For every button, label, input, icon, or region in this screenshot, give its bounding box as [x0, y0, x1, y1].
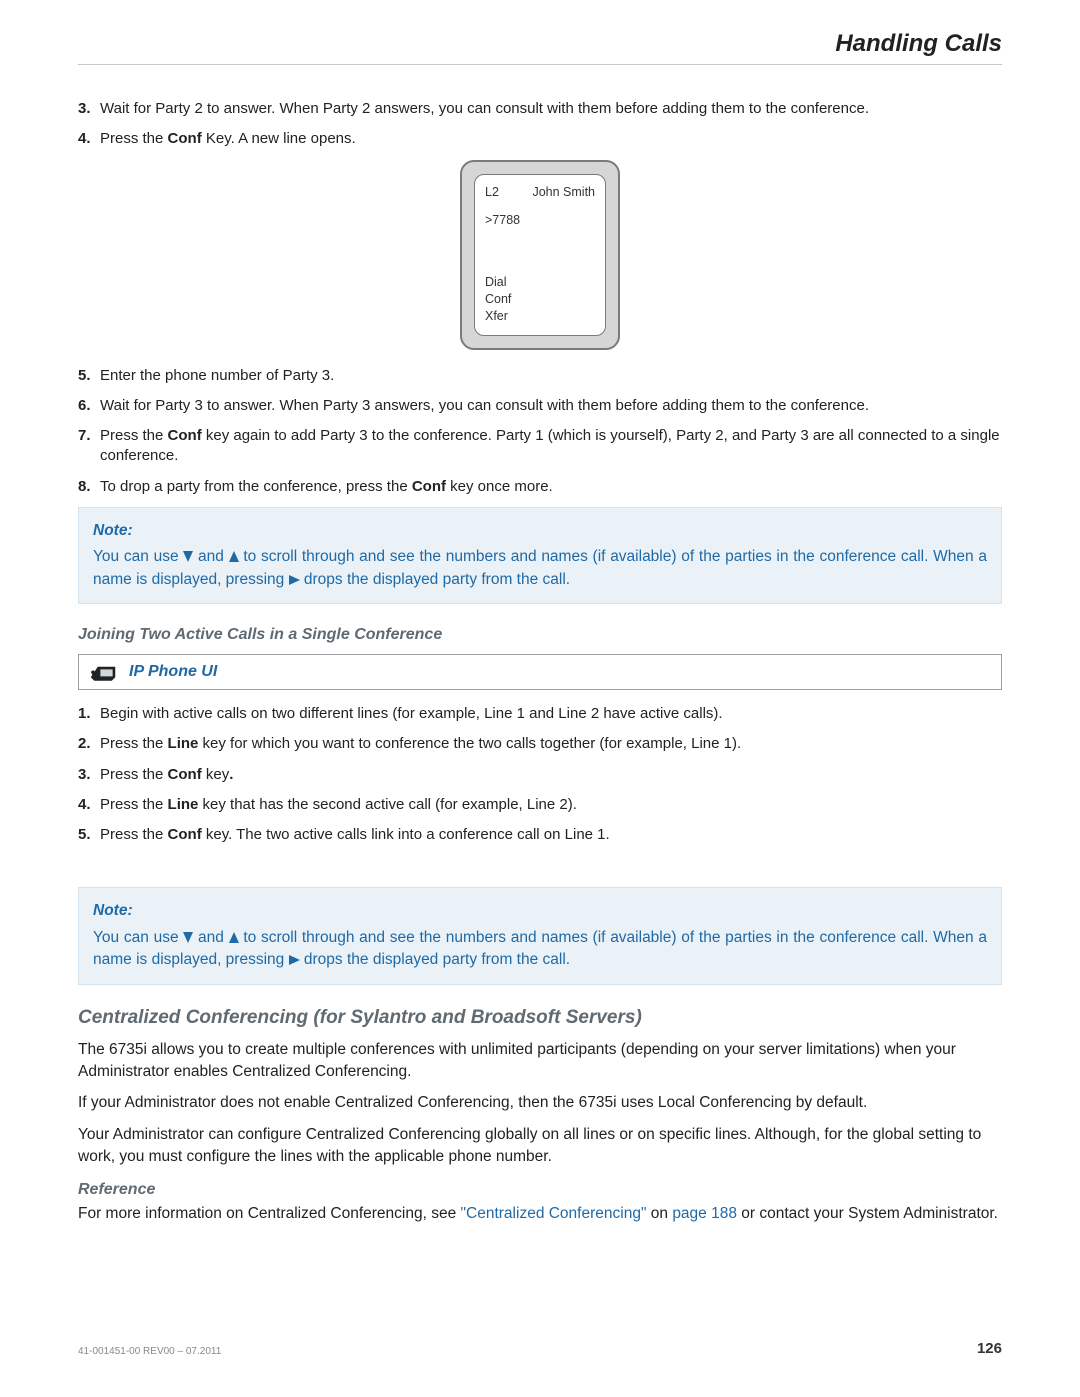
- step-c5: Press the Conf key. The two active calls…: [78, 825, 1002, 845]
- steps-list-c: Begin with active calls on two different…: [78, 704, 1002, 845]
- ref-text-mid: on: [646, 1205, 672, 1222]
- step-text: Enter the phone number of Party 3.: [100, 367, 334, 384]
- ref-text-b: or contact your System Administrator.: [737, 1205, 998, 1222]
- ip-phone-ui-label: IP Phone UI: [129, 663, 217, 681]
- central-para-3: Your Administrator can configure Central…: [78, 1124, 1002, 1167]
- page-footer: 41-001451-00 REV00 – 07.2011 126: [78, 1340, 1002, 1357]
- step-text: Press the Line key that has the second a…: [100, 796, 577, 813]
- reference-paragraph: For more information on Centralized Conf…: [78, 1203, 1002, 1225]
- step-text: Press the Conf key. The two active calls…: [100, 826, 610, 843]
- step-6: Wait for Party 3 to answer. When Party 3…: [78, 396, 1002, 416]
- heading-centralized-conf: Centralized Conferencing (for Sylantro a…: [78, 1007, 1002, 1029]
- down-arrow-icon: [183, 932, 193, 943]
- note-box-2: Note: You can use and to scroll through …: [78, 887, 1002, 984]
- step-4: Press the Conf Key. A new line opens.: [78, 129, 1002, 149]
- step-text: Begin with active calls on two different…: [100, 705, 723, 722]
- step-c1: Begin with active calls on two different…: [78, 704, 1002, 724]
- step-text: Wait for Party 2 to answer. When Party 2…: [100, 100, 869, 117]
- step-c2: Press the Line key for which you want to…: [78, 734, 1002, 754]
- right-arrow-icon: [289, 575, 300, 585]
- steps-list-a: Wait for Party 2 to answer. When Party 2…: [78, 99, 1002, 150]
- step-5: Enter the phone number of Party 3.: [78, 366, 1002, 386]
- central-para-2: If your Administrator does not enable Ce…: [78, 1092, 1002, 1114]
- up-arrow-icon: [229, 932, 239, 943]
- note-body: You can use and to scroll through and se…: [93, 927, 987, 972]
- phone-body: L2 John Smith >7788 Dial Conf Xfer: [460, 160, 620, 350]
- ip-phone-ui-box: IP Phone UI: [78, 654, 1002, 690]
- note-text-b: and: [193, 929, 228, 946]
- reference-heading: Reference: [78, 1181, 1002, 1199]
- step-c3: Press the Conf key.: [78, 765, 1002, 785]
- up-arrow-icon: [229, 551, 239, 562]
- link-centralized-conf[interactable]: "Centralized Conferencing": [461, 1205, 647, 1222]
- phone-screen: L2 John Smith >7788 Dial Conf Xfer: [474, 174, 606, 336]
- right-arrow-icon: [289, 955, 300, 965]
- page-number: 126: [977, 1340, 1002, 1357]
- screen-dialed: >7788: [485, 213, 520, 227]
- step-text: To drop a party from the conference, pre…: [100, 478, 553, 495]
- note-title: Note:: [93, 520, 987, 542]
- note-text-d: drops the displayed party from the call.: [300, 571, 571, 588]
- ip-phone-icon: [89, 661, 117, 683]
- note-box-1: Note: You can use and to scroll through …: [78, 507, 1002, 604]
- down-arrow-icon: [183, 551, 193, 562]
- screen-name: John Smith: [532, 185, 595, 199]
- page-header: Handling Calls: [78, 30, 1002, 65]
- step-text: Press the Conf key.: [100, 766, 233, 783]
- heading-join-calls: Joining Two Active Calls in a Single Con…: [78, 626, 1002, 644]
- step-c4: Press the Line key that has the second a…: [78, 795, 1002, 815]
- header-title: Handling Calls: [835, 30, 1002, 57]
- footer-doc-id: 41-001451-00 REV00 – 07.2011: [78, 1346, 221, 1357]
- note-text-a: You can use: [93, 548, 183, 565]
- central-para-1: The 6735i allows you to create multiple …: [78, 1039, 1002, 1082]
- note-text-a: You can use: [93, 929, 183, 946]
- screen-softkey-3: Xfer: [485, 308, 511, 325]
- step-text: Press the Conf Key. A new line opens.: [100, 130, 356, 147]
- screen-softkey-2: Conf: [485, 291, 511, 308]
- step-7: Press the Conf key again to add Party 3 …: [78, 426, 1002, 467]
- link-page-188[interactable]: page 188: [672, 1205, 737, 1222]
- note-text-d: drops the displayed party from the call.: [300, 951, 571, 968]
- phone-figure: L2 John Smith >7788 Dial Conf Xfer: [78, 160, 1002, 350]
- note-title: Note:: [93, 900, 987, 922]
- ref-text-a: For more information on Centralized Conf…: [78, 1205, 461, 1222]
- note-text-b: and: [193, 548, 228, 565]
- step-text: Press the Conf key again to add Party 3 …: [100, 427, 1000, 464]
- steps-list-b: Enter the phone number of Party 3. Wait …: [78, 366, 1002, 497]
- step-text: Press the Line key for which you want to…: [100, 735, 741, 752]
- step-3: Wait for Party 2 to answer. When Party 2…: [78, 99, 1002, 119]
- step-text: Wait for Party 3 to answer. When Party 3…: [100, 397, 869, 414]
- screen-line-label: L2: [485, 185, 499, 199]
- note-body: You can use and to scroll through and se…: [93, 546, 987, 591]
- screen-softkey-1: Dial: [485, 274, 511, 291]
- step-8: To drop a party from the conference, pre…: [78, 477, 1002, 497]
